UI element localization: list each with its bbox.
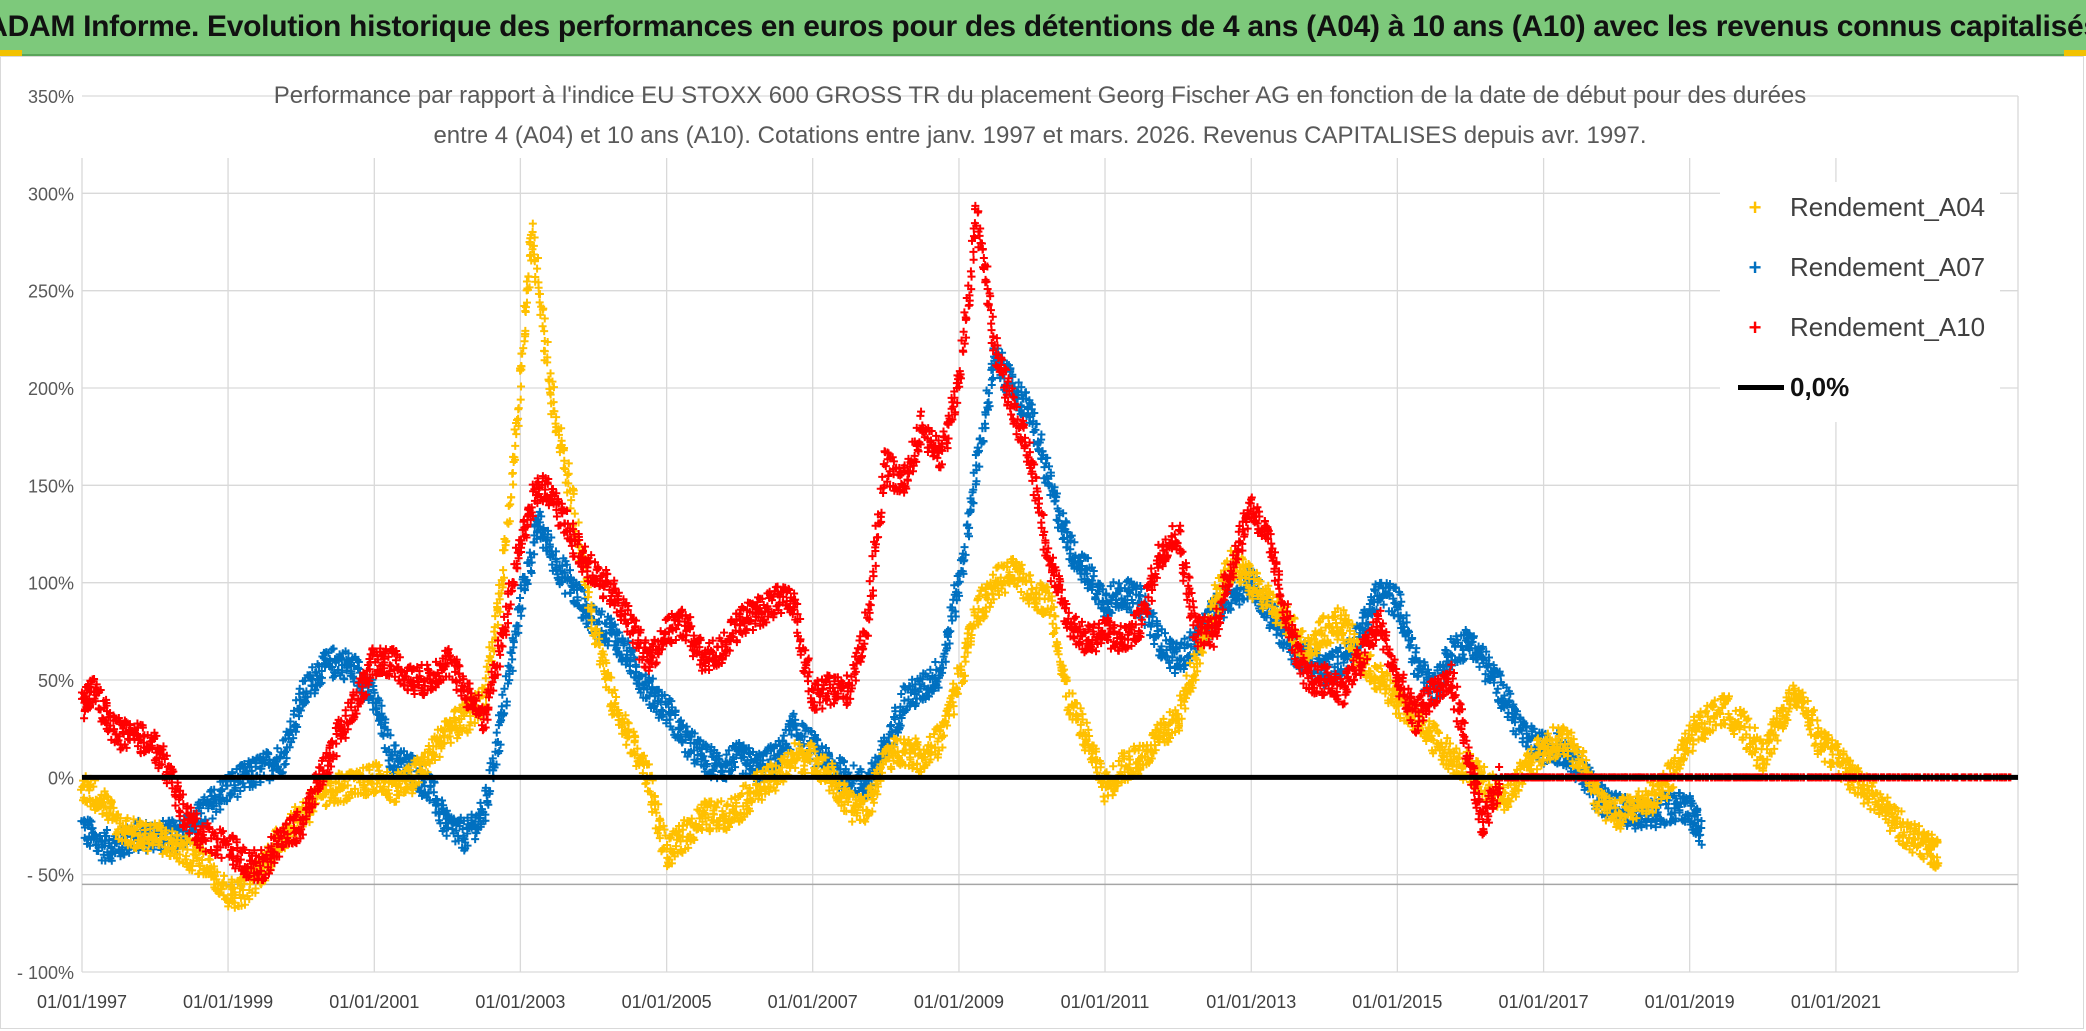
data-point: [849, 761, 858, 770]
data-point: [516, 395, 525, 404]
data-point: [508, 468, 517, 477]
report-banner-title: ADAM Informe. Evolution historique des p…: [0, 10, 2086, 43]
data-point: [514, 404, 523, 413]
x-tick-label: 01/01/2017: [1499, 992, 1589, 1012]
data-point: [1166, 663, 1175, 672]
data-point: [236, 786, 245, 795]
banner-corner-accent-left: [0, 50, 22, 56]
data-point: [984, 398, 993, 407]
data-point: [622, 740, 631, 749]
data-point: [217, 787, 226, 796]
data-point: [194, 798, 203, 807]
data-point: [509, 480, 518, 489]
x-tick-label: 01/01/2009: [914, 992, 1004, 1012]
x-tick-label: 01/01/2013: [1206, 992, 1296, 1012]
x-tick-label: 01/01/2001: [329, 992, 419, 1012]
data-point: [511, 441, 520, 450]
data-point: [476, 798, 485, 807]
chart-frame: [0, 56, 2084, 1029]
data-point: [989, 373, 998, 382]
x-tick-label: 01/01/2011: [1061, 992, 1150, 1012]
data-point: [1460, 654, 1469, 663]
y-tick-label: 350%: [28, 87, 74, 107]
data-point: [987, 375, 996, 384]
data-point: [1051, 612, 1060, 621]
data-point: [233, 792, 242, 801]
data-point: [251, 780, 260, 789]
data-point: [533, 264, 542, 273]
data-point: [961, 657, 970, 666]
y-tick-label: - 100%: [17, 963, 74, 983]
data-point: [559, 464, 568, 473]
data-point: [273, 744, 282, 753]
data-point: [521, 308, 530, 317]
data-point: [471, 835, 480, 844]
data-point: [492, 728, 501, 737]
data-point: [102, 826, 111, 835]
y-tick-label: 100%: [28, 574, 74, 594]
data-point: [549, 383, 558, 392]
y-tick-label: 50%: [38, 671, 74, 691]
data-point: [231, 783, 240, 792]
data-point: [727, 794, 736, 803]
data-point: [329, 644, 338, 653]
data-point: [220, 871, 229, 880]
data-point: [512, 430, 521, 439]
x-tick-label: 01/01/2007: [768, 992, 858, 1012]
data-point: [528, 219, 537, 228]
data-point: [208, 814, 217, 823]
x-tick-label: 01/01/2003: [475, 992, 565, 1012]
data-point: [107, 856, 116, 865]
data-point: [525, 548, 534, 557]
x-tick-label: 01/01/1999: [183, 992, 273, 1012]
data-point: [538, 322, 547, 331]
x-tick-label: 01/01/2015: [1352, 992, 1442, 1012]
x-tick-label: 01/01/2005: [622, 992, 712, 1012]
data-point: [1026, 571, 1035, 580]
data-point: [85, 816, 94, 825]
x-tick-label: 01/01/2021: [1791, 992, 1881, 1012]
data-point: [222, 797, 231, 806]
data-point: [517, 382, 526, 391]
data-point: [518, 349, 527, 358]
y-tick-label: 300%: [28, 184, 74, 204]
data-point: [1076, 704, 1085, 713]
data-point: [500, 546, 509, 555]
data-point: [263, 748, 272, 757]
data-point: [524, 272, 533, 281]
data-point: [504, 501, 513, 510]
banner-corner-accent-right: [2064, 50, 2086, 56]
data-point: [506, 500, 515, 509]
y-tick-label: 250%: [28, 282, 74, 302]
data-point: [223, 781, 232, 790]
series-rendement_a04: [77, 219, 1943, 912]
data-point: [210, 785, 219, 794]
data-point: [212, 807, 221, 816]
data-point: [612, 693, 621, 702]
data-point: [442, 831, 451, 840]
data-point: [87, 817, 96, 826]
y-tick-label: - 50%: [27, 866, 74, 886]
data-point: [257, 764, 266, 773]
data-point: [516, 593, 525, 602]
y-tick-label: 150%: [28, 476, 74, 496]
data-point: [1492, 688, 1501, 697]
data-point: [507, 493, 516, 502]
data-point: [954, 579, 963, 588]
y-tick-label: 200%: [28, 379, 74, 399]
x-tick-label: 01/01/2019: [1645, 992, 1735, 1012]
data-point: [216, 805, 225, 814]
y-tick-label: 0%: [48, 768, 74, 788]
data-point: [848, 817, 857, 826]
data-point: [226, 791, 235, 800]
data-point: [570, 509, 579, 518]
data-point: [499, 566, 508, 575]
data-point: [960, 543, 969, 552]
x-tick-label: 01/01/1997: [37, 992, 127, 1012]
data-point: [540, 327, 549, 336]
data-point: [1150, 639, 1159, 648]
report-banner: ADAM Informe. Evolution historique des p…: [0, 0, 2086, 56]
